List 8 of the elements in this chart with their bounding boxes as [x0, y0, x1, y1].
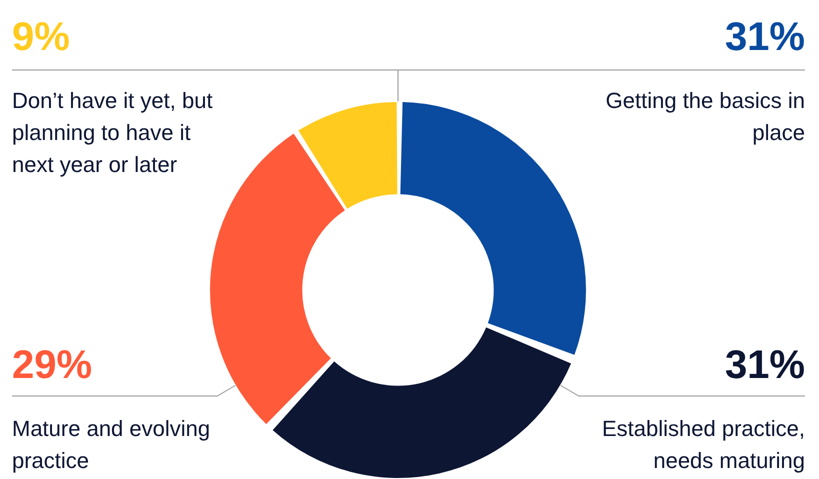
data-label: 29% — [12, 343, 92, 387]
slice-label: Getting the basics in place — [606, 88, 805, 145]
slice-label: Mature and evolving practice — [12, 416, 210, 473]
slice-label: Don’t have it yet, but planning to have it next year or later — [12, 88, 213, 177]
data-label: 9% — [12, 15, 70, 59]
data-label: 31% — [724, 15, 805, 59]
slice-label: Established practice, needs maturing — [602, 416, 805, 473]
data-label: 31% — [724, 343, 805, 387]
